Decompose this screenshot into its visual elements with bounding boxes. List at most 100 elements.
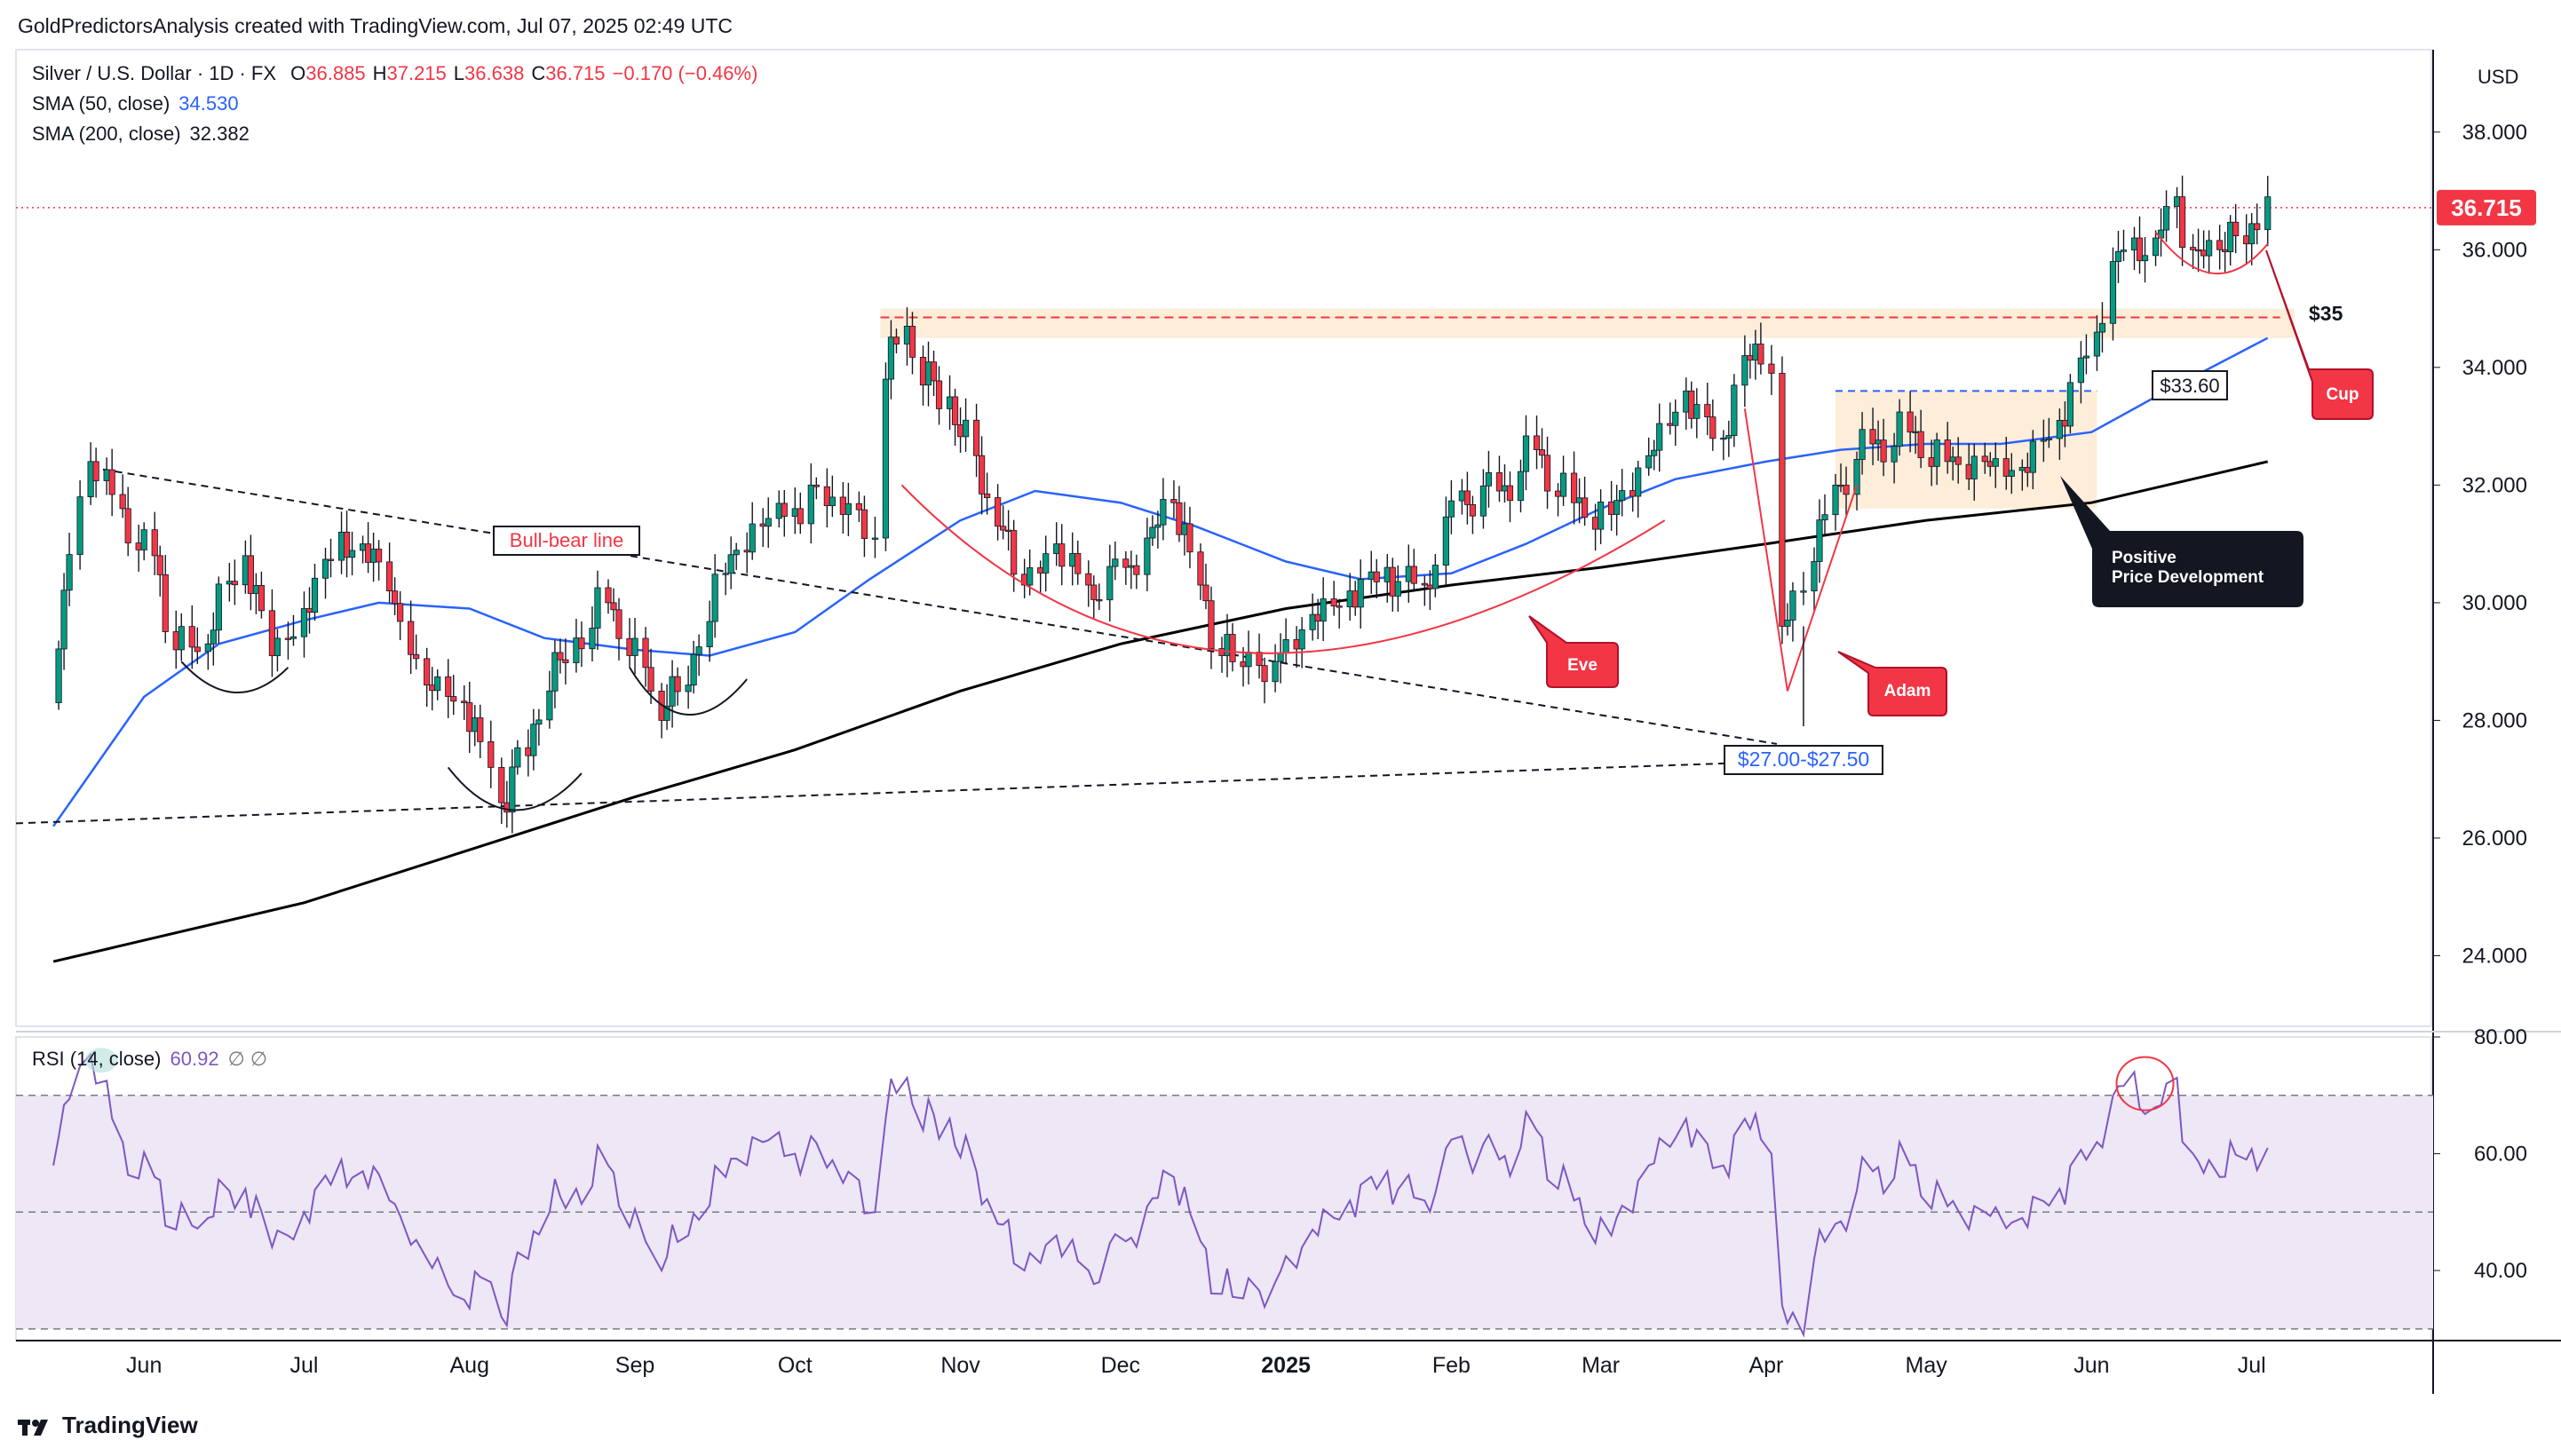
candle-up xyxy=(924,361,932,386)
low-value: 36.638 xyxy=(464,62,525,84)
candle-up xyxy=(242,555,249,586)
candle-down xyxy=(2195,249,2202,252)
x-tick-label: Feb xyxy=(1432,1353,1471,1378)
candle-up xyxy=(1656,423,1663,451)
candle-down xyxy=(408,621,415,655)
candle-down xyxy=(1261,665,1268,683)
candle-down xyxy=(1688,390,1695,419)
rsi-tick-label: 80.00 xyxy=(2474,1025,2527,1049)
candle-up xyxy=(514,747,521,768)
sma50-legend: SMA (50, close) 34.530 xyxy=(32,92,248,115)
x-axis: Jun Jul Aug Sep Oct Nov Dec 2025 Feb Mar Apr May Jun… xyxy=(126,1353,2266,1378)
candle-down xyxy=(2243,235,2250,245)
candle-down xyxy=(1256,652,1263,667)
candle-down xyxy=(1469,503,1477,517)
rsi-label: RSI (14, close) xyxy=(32,1048,162,1070)
close-value: 36.715 xyxy=(545,62,606,84)
candle-down xyxy=(2178,196,2186,249)
last-price-badge xyxy=(2437,189,2536,226)
candle-up xyxy=(2082,355,2090,359)
candle-up xyxy=(1517,471,1525,502)
y-tick-label: 30.000 xyxy=(2462,591,2527,615)
tradingview-name: TradingView xyxy=(62,1412,198,1438)
candle-down xyxy=(1058,543,1066,567)
candle-down xyxy=(1426,584,1433,590)
candle-down xyxy=(386,561,393,592)
candle-up xyxy=(1501,485,1509,492)
candle-down xyxy=(578,637,585,650)
candle-down xyxy=(1186,523,1193,553)
candle-up xyxy=(1672,411,1679,426)
candle-up xyxy=(1394,581,1401,597)
candle-up xyxy=(1282,639,1289,653)
candle-down xyxy=(525,747,532,756)
candle-down xyxy=(2136,237,2144,262)
candle-down xyxy=(2216,240,2224,250)
candle-down xyxy=(1197,551,1204,586)
x-tick-label: Aug xyxy=(450,1353,489,1378)
sma200-value: 32.382 xyxy=(189,123,250,145)
candle-down xyxy=(610,602,617,611)
candle-up xyxy=(903,326,911,344)
tradingview-brand[interactable]: TradingView xyxy=(18,1412,198,1439)
candle-down xyxy=(1352,590,1359,608)
candle-up xyxy=(359,543,367,551)
candle-up xyxy=(546,690,553,721)
candle-up xyxy=(1069,552,1076,567)
candle-down xyxy=(413,653,420,660)
candle-down xyxy=(364,543,372,563)
candle-up xyxy=(829,496,836,507)
candle-down xyxy=(1533,435,1541,451)
change-value: −0.170 (−0.46%) xyxy=(612,62,758,84)
candle-down xyxy=(1090,584,1098,600)
candle-up xyxy=(765,518,772,527)
rsi-highlight-circle xyxy=(2115,1056,2175,1112)
candle-up xyxy=(1875,439,1882,445)
candle-down xyxy=(1229,634,1236,662)
candle-up xyxy=(706,621,713,647)
candle-down xyxy=(477,717,484,742)
candle-up xyxy=(882,378,890,539)
candle-up xyxy=(1725,435,1732,439)
candle-up xyxy=(2093,331,2101,357)
eve-arc xyxy=(900,484,1666,654)
candle-down xyxy=(605,587,612,604)
candle-up xyxy=(1789,590,1796,621)
candle-down xyxy=(247,555,254,594)
candle-up xyxy=(551,652,559,692)
candle-up xyxy=(1458,490,1465,502)
candle-down xyxy=(984,493,991,498)
candle-up xyxy=(711,574,718,622)
candle-down xyxy=(1667,423,1674,426)
candle-up xyxy=(887,336,895,380)
candle-up xyxy=(348,550,356,558)
candle-up xyxy=(690,653,697,686)
candle-up xyxy=(844,502,852,515)
candle-up xyxy=(2264,196,2272,231)
candle-down xyxy=(1747,355,1754,361)
candle-up xyxy=(1598,502,1605,530)
candle-up xyxy=(1752,344,1759,361)
candle-down xyxy=(930,361,938,382)
candle-down xyxy=(781,502,788,518)
candle-down xyxy=(2061,420,2068,427)
candle-up xyxy=(1357,579,1364,608)
candle-down xyxy=(503,802,511,813)
adam-v xyxy=(1743,408,1858,692)
candle-down xyxy=(461,700,468,703)
last-price-text: 36.715 xyxy=(2451,194,2522,221)
candle-up xyxy=(300,608,308,637)
candle-up xyxy=(321,558,329,579)
candle-down xyxy=(823,486,830,507)
candle-down xyxy=(1133,565,1140,575)
shoulder-arc-right xyxy=(629,667,748,716)
candle-up xyxy=(2018,467,2026,471)
candle-down xyxy=(1944,439,1951,463)
candle-up xyxy=(1651,449,1658,456)
candle-up xyxy=(1619,490,1626,502)
candle-down xyxy=(797,508,804,525)
candle-up xyxy=(311,577,319,613)
candle-up xyxy=(2040,439,2047,442)
candle-down xyxy=(2002,458,2010,477)
candle-down xyxy=(1176,502,1183,535)
